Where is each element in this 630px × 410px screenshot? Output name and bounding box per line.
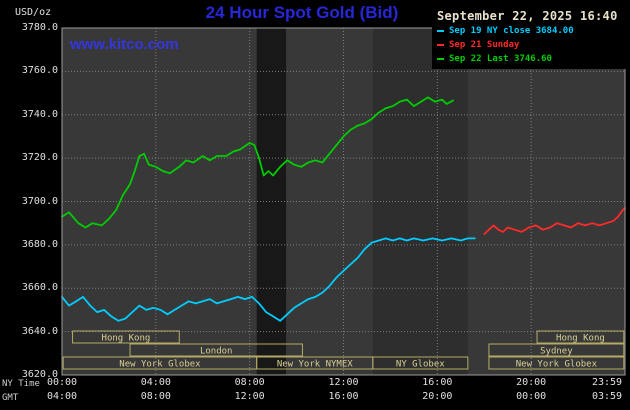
y-axis-tick-label: 3660.0 bbox=[21, 282, 58, 294]
market-session-label: Hong Kong bbox=[102, 334, 151, 344]
x-axis-tick-label-gmt: 20:00 bbox=[422, 391, 453, 402]
legend-label: Sep 22 Last 3746.60 bbox=[449, 54, 552, 64]
market-session-label: London bbox=[200, 347, 233, 357]
market-session-box bbox=[536, 330, 625, 344]
market-session-box bbox=[372, 356, 469, 370]
y-axis-tick-label: 3700.0 bbox=[21, 195, 58, 207]
y-axis-tick-label: 3640.0 bbox=[21, 325, 58, 337]
legend-item-sep22: Sep 22 Last 3746.60 bbox=[437, 52, 626, 66]
market-session-box bbox=[488, 343, 625, 357]
x-axis-tick-label-gmt: 00:00 bbox=[516, 391, 547, 402]
x-axis-tick-label-ny: 20:00 bbox=[516, 377, 547, 388]
timezone-label-gmt: GMT bbox=[2, 393, 19, 403]
x-axis-tick-label-ny: 16:00 bbox=[422, 377, 453, 388]
legend-label: Sep 19 NY close 3684.00 bbox=[449, 26, 574, 36]
kitco-watermark-link[interactable]: www.kitco.com bbox=[70, 36, 179, 53]
y-axis-tick-label: 3780.0 bbox=[21, 22, 58, 33]
x-axis-tick-label-ny: 23:59 bbox=[591, 377, 623, 388]
market-session-box bbox=[129, 343, 303, 357]
x-axis-tick-label-gmt: 16:00 bbox=[328, 391, 359, 402]
price-line-sep21 bbox=[483, 207, 626, 235]
market-session-label: New York Globex bbox=[119, 360, 201, 370]
chart-timestamp: September 22, 2025 16:40 bbox=[437, 9, 618, 23]
x-axis-tick-label-ny: 00:00 bbox=[46, 377, 78, 388]
market-session-label: New York Globex bbox=[516, 360, 598, 370]
y-axis-tick-label: 3760.0 bbox=[21, 65, 58, 77]
legend-label: Sep 21 Sunday bbox=[449, 40, 520, 50]
market-session-label: New York NYMEX bbox=[277, 360, 353, 370]
timezone-label-ny-time: NY Time bbox=[2, 379, 40, 389]
market-session-box bbox=[488, 356, 625, 370]
y-axis-tick-label: 3680.0 bbox=[21, 238, 58, 250]
price-line-sep22 bbox=[61, 96, 455, 229]
x-axis-tick-label-gmt: 04:00 bbox=[46, 391, 78, 402]
legend-color-dash bbox=[437, 29, 444, 32]
x-axis-tick-label-ny: 08:00 bbox=[234, 377, 265, 388]
legend-color-dash bbox=[437, 57, 444, 60]
legend-item-sep21: Sep 21 Sunday bbox=[437, 38, 626, 52]
y-axis-tick-label: 3720.0 bbox=[21, 152, 58, 164]
x-axis-tick-label-gmt: 12:00 bbox=[234, 391, 265, 402]
chart-title: 24 Hour Spot Gold (Bid) bbox=[205, 3, 399, 22]
legend-color-dash bbox=[437, 43, 444, 46]
market-phase-band bbox=[372, 28, 468, 375]
info-panel: September 22, 2025 16:40 Sep 19 NY close… bbox=[432, 6, 626, 69]
market-session-box bbox=[72, 330, 180, 344]
market-session-label: Sydney bbox=[540, 347, 573, 357]
x-axis-tick-label-gmt: 08:00 bbox=[140, 391, 171, 402]
plot-border bbox=[61, 27, 626, 376]
y-axis-tick-label: 3740.0 bbox=[21, 108, 58, 120]
price-line-sep19 bbox=[61, 237, 476, 322]
price-unit-label: USD/oz bbox=[15, 7, 52, 18]
x-axis-tick-label-gmt: 03:59 bbox=[591, 391, 623, 402]
legend: Sep 19 NY close 3684.00 Sep 21 Sunday Sep … bbox=[437, 24, 626, 66]
x-axis-tick-label-ny: 12:00 bbox=[328, 377, 359, 388]
legend-item-sep19: Sep 19 NY close 3684.00 bbox=[437, 24, 626, 38]
x-axis-tick-label-ny: 04:00 bbox=[140, 377, 171, 388]
y-axis-tick-label: 3620.0 bbox=[21, 369, 58, 380]
market-session-label: Hong Kong bbox=[556, 334, 605, 344]
market-session-label: NY Globex bbox=[396, 360, 445, 370]
